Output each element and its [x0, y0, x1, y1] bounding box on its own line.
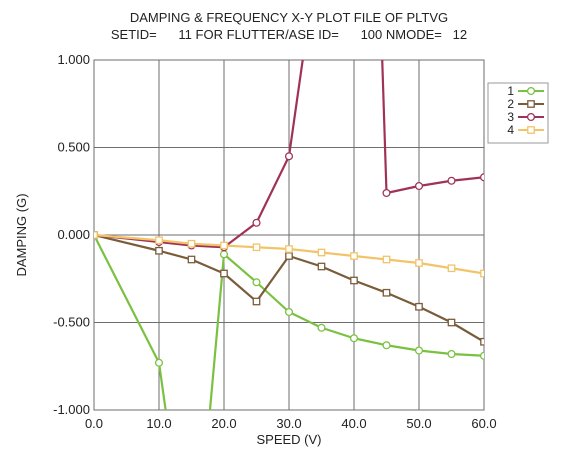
x-tick-label: 10.0 [146, 416, 171, 431]
y-axis-label: DAMPING (G) [14, 193, 29, 276]
x-tick-label: 20.0 [211, 416, 236, 431]
series-2-line [94, 233, 484, 343]
tick-labels: 0.0 10.0 20.0 30.0 40.0 50.0 60.0 1.000 0.500 0.0… [53, 52, 497, 431]
series-3-point [284, 152, 294, 161]
series-4-point [480, 269, 484, 278]
y-tick-label: 0.000 [57, 227, 90, 242]
series-2-point [415, 302, 423, 311]
series-4 [94, 231, 484, 278]
series-2-point [350, 276, 358, 285]
legend-label-2: 2 [507, 97, 514, 111]
legend-label-4: 4 [507, 123, 514, 137]
legend-marker-2 [527, 100, 535, 108]
legend-marker-4 [527, 126, 535, 134]
grid [93, 59, 485, 411]
y-tick-label: -1.000 [53, 402, 90, 417]
x-tick-label: 50.0 [406, 416, 431, 431]
x-tick-label: 40.0 [341, 416, 366, 431]
series-4-point [382, 255, 391, 264]
series-4-point [317, 248, 326, 257]
series-1-point [349, 334, 359, 343]
series-3-point [414, 181, 424, 191]
series-group [94, 60, 484, 410]
series-1-point [447, 349, 456, 359]
series-2-point [155, 246, 163, 255]
series-1-point [219, 250, 229, 259]
series-2-point [285, 252, 293, 260]
series-4-point [350, 252, 358, 260]
series-3-point [447, 176, 456, 185]
series-3-point [479, 173, 484, 182]
series-1-point [414, 346, 424, 355]
series-3-point [252, 218, 261, 227]
series-2-point [447, 318, 456, 327]
legend-label-1: 1 [507, 84, 514, 98]
legend-box [487, 82, 549, 144]
series-4-point [155, 236, 163, 245]
series-1-point [479, 351, 484, 360]
legend-marker-3 [526, 112, 536, 122]
legend-marker-1 [526, 86, 536, 96]
y-tick-label: 1.000 [57, 52, 90, 67]
x-tick-label: 30.0 [276, 416, 301, 431]
series-1-point [317, 323, 326, 332]
y-tick-label: -0.500 [53, 315, 90, 330]
series-2-point [187, 255, 196, 264]
series-1-point [382, 341, 391, 350]
series-1-point [252, 278, 261, 287]
chart-subtitle: SETID= 11 FOR FLUTTER/ASE ID= 100 NMODE=… [111, 27, 467, 42]
x-axis-label: SPEED (V) [256, 432, 321, 447]
series-1-point [284, 307, 294, 317]
series-2-point [480, 337, 484, 346]
series-2-point [317, 262, 326, 271]
series-4-point [94, 231, 98, 239]
x-tick-label: 60.0 [471, 416, 496, 431]
series-2-point [220, 269, 228, 278]
series-2-point [382, 288, 391, 297]
series-4-point [252, 243, 261, 252]
y-tick-label: 0.500 [57, 140, 90, 155]
series-4-point [415, 259, 423, 267]
series-1 [94, 230, 484, 410]
series-3-point [382, 188, 391, 198]
series-4-point [187, 239, 196, 248]
series-1-point [154, 358, 164, 367]
chart-title: DAMPING & FREQUENCY X-Y PLOT FILE OF PLT… [130, 10, 448, 25]
series-4-line [94, 233, 484, 275]
series-2-point [252, 297, 261, 306]
series-4-point [285, 245, 293, 253]
series-3-line [94, 60, 484, 249]
series-4-point [447, 264, 456, 273]
legend-label-3: 3 [507, 110, 514, 124]
x-tick-label: 0.0 [85, 416, 103, 431]
series-4-point [220, 241, 228, 250]
